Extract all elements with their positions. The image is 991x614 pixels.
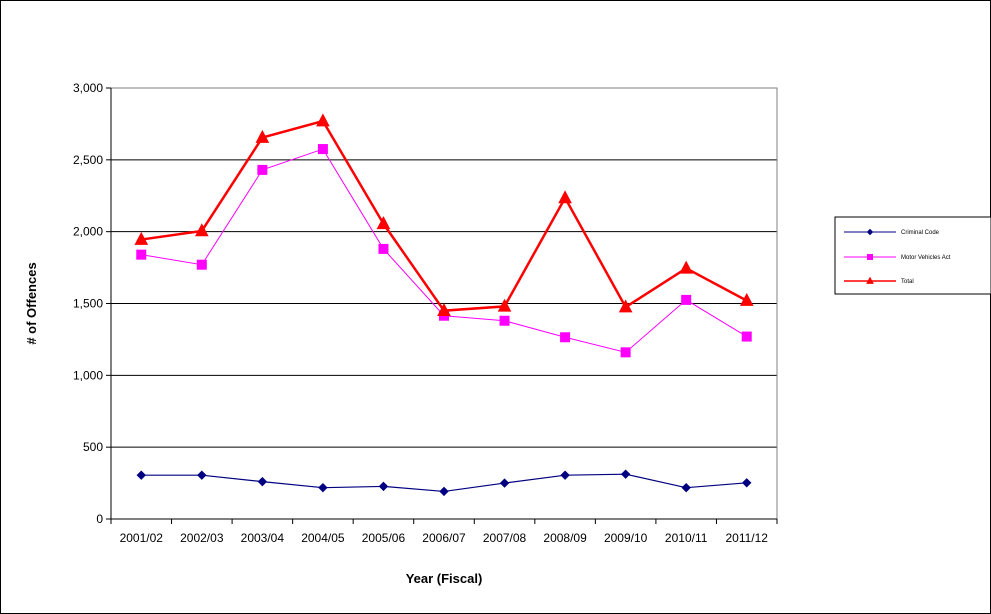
x-tick-label: 2005/06 — [362, 531, 406, 545]
data-point — [376, 216, 391, 230]
data-point — [620, 469, 631, 479]
x-tick-label: 2009/10 — [604, 531, 648, 545]
data-point — [255, 129, 270, 143]
x-tick-label: 2010/11 — [665, 531, 708, 545]
legend-label: Motor Vehicles Act — [901, 255, 951, 261]
x-axis: 2001/02 2002/03 2003/04 2004/05 2005/06 2006/… — [110, 518, 778, 545]
legend-marker — [866, 228, 874, 236]
series-layer — [134, 113, 754, 497]
x-axis-title: Year (Fiscal) — [406, 571, 483, 586]
data-point — [378, 243, 389, 254]
data-point — [620, 347, 631, 358]
data-point — [439, 486, 449, 497]
legend-marker — [866, 276, 874, 284]
data-point — [197, 470, 207, 480]
data-point — [497, 298, 512, 312]
legend-marker — [867, 254, 873, 260]
y-tick-label: 2,000 — [73, 225, 103, 239]
data-point — [134, 231, 149, 245]
y-tick-label: 2,500 — [73, 153, 103, 167]
data-point — [681, 482, 691, 493]
data-point — [316, 113, 330, 127]
legend-label: Total — [901, 279, 914, 285]
y-tick-label: 1,500 — [73, 297, 103, 311]
legend: Criminal Code Motor Vehicles Act Total — [834, 216, 991, 295]
x-tick-label: 2008/09 — [543, 531, 587, 545]
x-tick-label: 2011/12 — [725, 531, 768, 545]
data-point — [499, 315, 510, 326]
data-point — [136, 470, 146, 480]
x-tick-label: 2003/04 — [241, 531, 285, 545]
series-criminal-code — [136, 469, 752, 497]
data-point — [560, 332, 571, 343]
data-point — [136, 249, 147, 260]
legend-label: Criminal Code — [901, 230, 940, 236]
x-tick-label: 2004/05 — [301, 531, 345, 545]
data-point — [318, 482, 328, 493]
data-point — [560, 470, 570, 480]
data-point — [739, 292, 754, 306]
data-point — [437, 303, 451, 316]
legend-entry: Criminal Code — [844, 228, 940, 236]
legend-entry: Motor Vehicles Act — [844, 254, 951, 261]
x-tick-label: 2006/07 — [422, 531, 466, 545]
series-total — [134, 113, 754, 316]
y-tick-label: 500 — [83, 440, 103, 454]
data-point — [378, 481, 389, 492]
legend-entry: Total — [844, 276, 914, 285]
y-tick-label: 0 — [96, 512, 103, 526]
y-tick-label: 1,000 — [73, 368, 103, 382]
y-axis: 0 500 1,000 1,500 2,000 2,500 3,000 — [73, 81, 112, 526]
data-point — [681, 294, 692, 305]
data-point — [618, 299, 633, 313]
x-tick-label: 2002/03 — [180, 531, 224, 545]
y-tick-label: 3,000 — [73, 81, 103, 95]
x-tick-label: 2007/08 — [483, 531, 527, 545]
data-point — [194, 223, 209, 237]
data-point — [742, 478, 752, 488]
data-point — [317, 144, 328, 155]
data-point — [499, 478, 510, 488]
data-point — [196, 259, 207, 270]
x-tick-label: 2001/02 — [120, 531, 164, 545]
data-point — [257, 164, 268, 175]
data-point — [257, 476, 268, 487]
data-point — [741, 331, 752, 342]
data-point — [558, 190, 572, 204]
y-axis-title: # of Offences — [24, 262, 39, 344]
data-point — [679, 260, 694, 274]
